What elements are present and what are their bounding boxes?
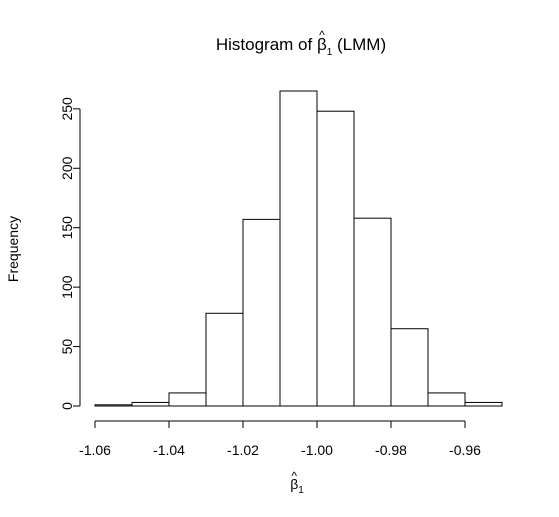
histogram-bar-5: [279, 90, 318, 407]
chart-title-prefix: Histogram of: [216, 35, 317, 54]
histogram-bar-0: [94, 404, 133, 407]
hat-accent: ^: [319, 28, 325, 42]
y-tick-label: 0: [59, 402, 75, 410]
x-axis-label-symbol: β: [290, 476, 298, 492]
x-tick-label: -1.02: [227, 442, 259, 458]
histogram-bar-4: [242, 218, 281, 407]
histogram-bar-6: [316, 110, 355, 407]
histogram-bar-10: [464, 401, 503, 407]
chart-title-suffix: (LMM): [332, 35, 386, 54]
y-tick-label: 250: [59, 97, 75, 121]
x-axis-label-subscript: 1: [298, 485, 304, 496]
chart-title-symbol: β: [317, 35, 327, 54]
chart-title: Histogram of β1 (LMM) ^: [216, 28, 386, 58]
hat-accent: ^: [291, 469, 297, 483]
histogram-bar-8: [390, 328, 429, 407]
histogram-bars: [94, 90, 503, 407]
y-tick-label: 150: [59, 216, 75, 240]
x-tick-label: -1.06: [79, 442, 111, 458]
y-tick-label: 50: [59, 339, 75, 355]
histogram-bar-9: [427, 392, 466, 407]
y-axis: 0 50 100 150 200 250: [59, 97, 81, 410]
y-tick-label: 200: [59, 156, 75, 180]
x-axis: -1.06 -1.04 -1.02 -1.00 -0.98 -0.96: [79, 420, 481, 458]
x-tick-label: -1.00: [301, 442, 333, 458]
y-axis-label: Frequency: [5, 216, 21, 282]
histogram-bar-3: [205, 312, 244, 407]
x-tick-label: -1.04: [153, 442, 185, 458]
chart-title-text: Histogram of β1 (LMM): [216, 35, 386, 58]
histogram-bar-7: [353, 217, 392, 407]
x-axis-label-text: β1: [290, 476, 304, 496]
y-tick-label: 100: [59, 275, 75, 299]
chart-title-subscript: 1: [327, 47, 333, 58]
histogram-bar-2: [168, 392, 207, 407]
x-axis-label: β1 ^: [290, 469, 304, 496]
histogram-bar-1: [131, 401, 170, 407]
x-tick-label: -0.98: [375, 442, 407, 458]
x-tick-label: -0.96: [449, 442, 481, 458]
